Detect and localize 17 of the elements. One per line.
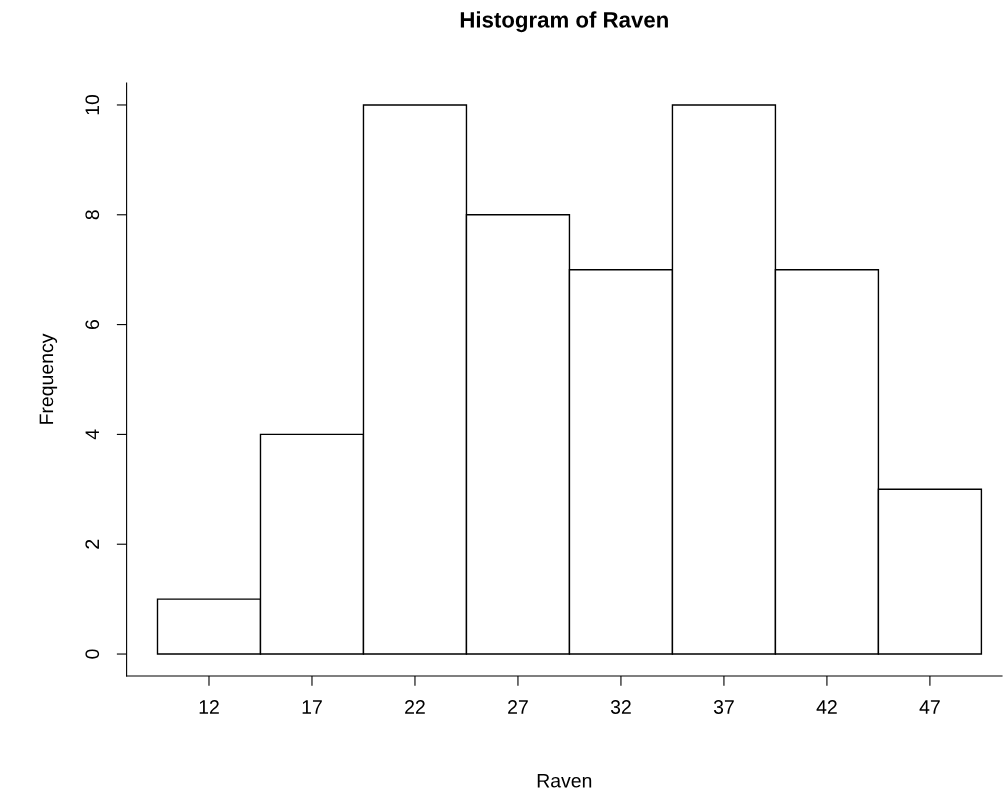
- y-tick-label: 2: [85, 539, 99, 549]
- y-tick-label: 6: [85, 320, 100, 330]
- x-tick-label: 37: [713, 700, 734, 714]
- x-tick-label: 27: [508, 700, 528, 714]
- x-tick-label: 42: [816, 700, 837, 714]
- y-tick-label: 10: [85, 94, 100, 115]
- x-tick-label: 12: [199, 700, 219, 714]
- y-axis-title: Frequency: [39, 333, 58, 424]
- x-tick-label: 47: [919, 700, 940, 714]
- x-tick-label: 32: [610, 700, 631, 714]
- y-tick-label: 8: [85, 210, 100, 220]
- chart-title: Histogram of Raven: [460, 11, 668, 33]
- y-tick-label: 0: [85, 649, 100, 659]
- y-tick-label: 4: [85, 429, 99, 440]
- x-axis-title: Raven: [537, 774, 592, 788]
- x-tick-label: 17: [302, 700, 322, 714]
- x-tick-label: 22: [405, 700, 425, 714]
